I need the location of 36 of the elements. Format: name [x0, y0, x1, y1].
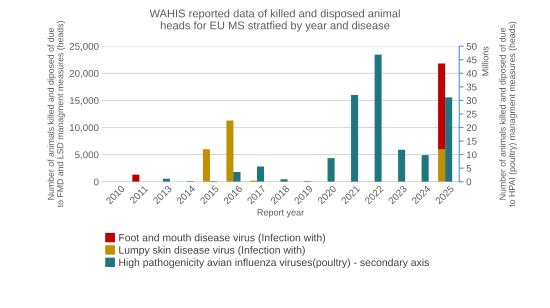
y-tick-label: 5,000: [75, 151, 99, 160]
y2-tick-label: 50: [466, 42, 477, 50]
y-tick-label: 15,000: [70, 97, 99, 106]
y2-tick-label: 25: [466, 110, 477, 118]
y2-axis-title: Number of animals killed and diposed of due to HPAI (poultry) managment measures (heads): [499, 22, 517, 207]
y-tick-label: 0: [94, 178, 99, 186]
y2-tick-label: 45: [466, 56, 477, 64]
y2-tick-label: 0: [466, 178, 472, 186]
y-tick-label: 20,000: [70, 70, 99, 78]
y2-tick-label: 30: [466, 97, 477, 104]
legend-label: High pathogenicity avian influenza viruses(poultry) - secondary axis: [119, 258, 429, 268]
y2-tick-label: 5: [466, 165, 472, 172]
bar: [374, 54, 382, 182]
y-axis-title: Number of animals killed and diposed of due to FMD and LSD managment measures (heads): [47, 21, 66, 208]
bar: [422, 155, 429, 182]
chart-title: WAHIS reported data of killed and disposed animal heads for EU MS stratfied by year and disease: [150, 9, 400, 32]
bar: [233, 172, 241, 182]
legend-label: Lumpy skin disease virus (Infection with): [119, 246, 305, 256]
bar: [398, 150, 406, 182]
y2-tick-label: 35: [466, 84, 477, 90]
text: Millions: [482, 46, 488, 76]
bar: [351, 94, 358, 182]
y2-tick-label: 20: [466, 124, 477, 132]
y-tick-label: 25,000: [70, 42, 99, 51]
bar: [132, 174, 140, 182]
bar: [202, 149, 210, 182]
bar: [328, 158, 335, 182]
bar: [256, 166, 264, 182]
legend-label: Foot and mouth disease virus (Infection with): [119, 234, 326, 244]
bar: [162, 178, 170, 182]
y2-tick-label: 15: [466, 138, 477, 145]
y-tick-label: 10,000: [70, 124, 99, 132]
y2-tick-label: 40: [466, 70, 477, 77]
bar: [226, 120, 234, 182]
y2-tick-label: 10: [466, 151, 477, 158]
x-axis-title: Report year: [258, 209, 304, 218]
